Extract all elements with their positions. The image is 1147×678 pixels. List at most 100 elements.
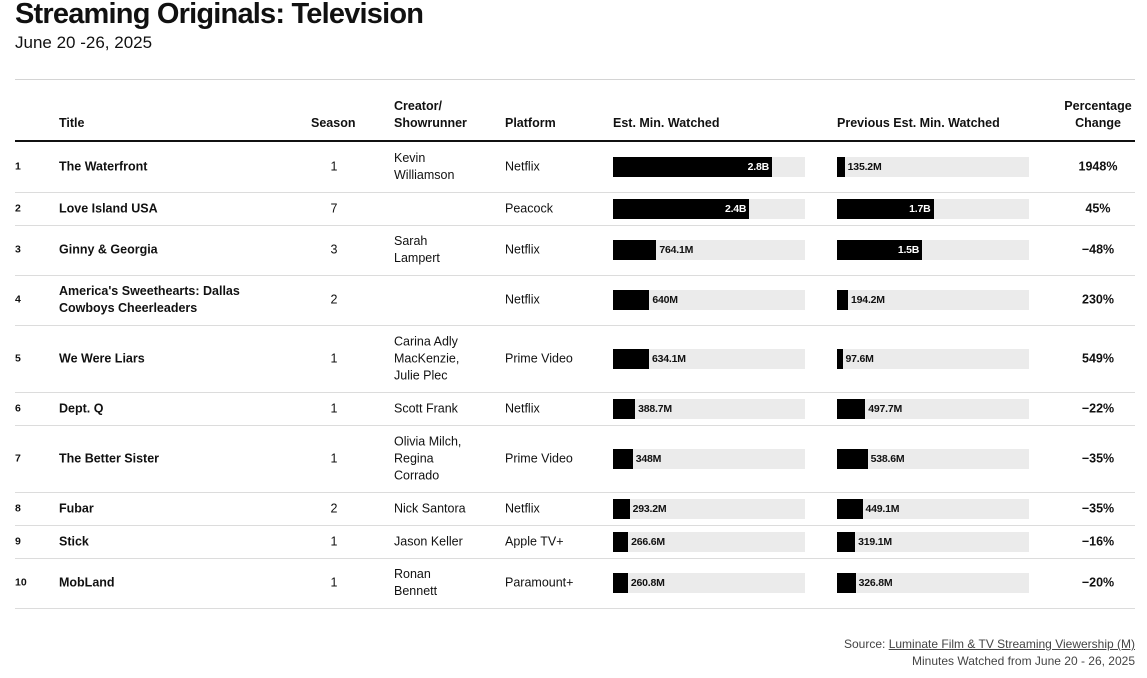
show-title-line: Cowboys Cheerleaders xyxy=(59,301,198,315)
est-minutes-bar-track: 260.8M xyxy=(613,573,805,593)
percentage-change: 549% xyxy=(1082,351,1114,365)
est-minutes-bar-track: 388.7M xyxy=(613,398,805,419)
creator-name-line: MacKenzie, xyxy=(394,351,460,365)
show-title: Ginny & Georgia xyxy=(59,242,289,259)
creator-name-line: Regina xyxy=(394,451,434,465)
percentage-change: −35% xyxy=(1081,501,1115,515)
est-minutes-bar-label: 348M xyxy=(635,452,662,465)
est-minutes-bar-label: 2.8B xyxy=(747,161,770,173)
show-title-line: America's Sweethearts: Dallas xyxy=(59,284,240,298)
est-minutes-bar-label: 266.6M xyxy=(631,535,665,548)
previous-minutes-bar xyxy=(837,157,845,177)
est-minutes-bar xyxy=(613,198,750,219)
platform-name: Peacock xyxy=(505,201,553,215)
creator-name-line: Sarah xyxy=(394,234,428,248)
minutes-watched-note: Minutes Watched from June 20 - 26, 2025 xyxy=(911,654,1135,668)
show-title-line: MobLand xyxy=(59,575,115,590)
previous-minutes-bar-track: 449.1M xyxy=(837,498,1029,519)
previous-minutes-bar-track: 326.8M xyxy=(837,573,1029,593)
est-minutes-bar xyxy=(613,240,657,260)
platform-name: Netflix xyxy=(505,159,540,174)
est-minutes-bar xyxy=(613,531,629,552)
est-minutes-bar-label: 293.2M xyxy=(632,502,667,515)
creator-name: Ronan Bennett xyxy=(394,566,499,600)
column-header-creator: Creator/ Showrunner xyxy=(394,98,467,132)
creator-name: Scott Frank xyxy=(394,400,499,417)
column-header-title: Title xyxy=(59,116,85,130)
previous-minutes-bar-label: 1.7B xyxy=(909,202,931,215)
source-link[interactable]: Luminate Film & TV Streaming Viewership … xyxy=(888,637,1135,651)
show-title-line: Fubar xyxy=(59,501,94,515)
creator-name-line: Olivia Milch, xyxy=(394,434,462,448)
creator-name-line: Nick Santora xyxy=(394,501,466,515)
rank-number: 4 xyxy=(15,293,21,306)
show-title-line: Stick xyxy=(59,534,89,548)
show-title: America's Sweethearts: Dallas Cowboys Che… xyxy=(59,283,289,317)
est-minutes-bar-track: 2.4B xyxy=(613,198,805,219)
previous-minutes-bar xyxy=(837,240,923,260)
previous-minutes-bar-label: 326.8M xyxy=(858,577,893,589)
rank-number: 8 xyxy=(15,502,21,514)
season-number: 2 xyxy=(330,501,338,515)
est-minutes-bar xyxy=(613,157,773,177)
creator-name: Nick Santora xyxy=(394,500,499,517)
creator-name-line: Bennett xyxy=(394,584,438,598)
previous-minutes-bar xyxy=(837,498,863,519)
est-minutes-bar xyxy=(613,573,628,593)
creator-name: Olivia Milch, Regina Corrado xyxy=(394,433,499,484)
column-header-creator-line: Showrunner xyxy=(394,116,467,130)
show-title: We Were Liars xyxy=(59,350,289,367)
source-prefix: Source: xyxy=(843,637,889,651)
show-title-line: The Waterfront xyxy=(59,159,148,174)
creator-name: Kevin Williamson xyxy=(394,150,499,184)
season-number: 2 xyxy=(330,292,338,307)
previous-minutes-bar-track: 1.5B xyxy=(837,240,1029,260)
previous-minutes-bar-label: 497.7M xyxy=(868,402,903,415)
est-minutes-bar-track: 293.2M xyxy=(613,498,805,519)
season-number: 1 xyxy=(330,534,338,548)
season-number: 3 xyxy=(330,242,338,257)
previous-minutes-bar xyxy=(837,448,868,469)
rank-number: 1 xyxy=(15,160,21,173)
column-header-previous-est-min-watched: Previous Est. Min. Watched xyxy=(837,116,1000,130)
platform-name: Netflix xyxy=(505,501,540,515)
creator-name-line: Kevin xyxy=(394,151,426,165)
percentage-change: −35% xyxy=(1081,451,1115,465)
previous-minutes-bar-track: 97.6M xyxy=(837,348,1029,369)
row-divider xyxy=(15,608,1135,609)
show-title: Love Island USA xyxy=(59,200,289,217)
row-divider xyxy=(15,525,1135,526)
est-minutes-bar-track: 2.8B xyxy=(613,157,805,177)
creator-name: Carina Adly MacKenzie, Julie Plec xyxy=(394,333,499,384)
show-title-line: The Better Sister xyxy=(59,451,160,465)
column-header-pct-line: Change xyxy=(1075,116,1121,130)
est-minutes-bar-track: 348M xyxy=(613,448,805,469)
season-number: 1 xyxy=(330,575,338,590)
top-divider xyxy=(15,79,1135,80)
row-divider xyxy=(15,392,1135,393)
previous-minutes-bar-label: 449.1M xyxy=(865,502,900,515)
est-minutes-bar xyxy=(613,448,633,469)
season-number: 1 xyxy=(330,451,338,465)
previous-minutes-bar-track: 497.7M xyxy=(837,398,1029,419)
previous-minutes-bar xyxy=(837,531,856,552)
show-title: Fubar xyxy=(59,500,289,517)
season-number: 7 xyxy=(330,201,338,215)
source-note: Source: Luminate Film & TV Streaming Vie… xyxy=(844,637,1135,651)
show-title: The Waterfront xyxy=(59,159,289,176)
previous-minutes-bar xyxy=(837,348,843,369)
est-minutes-bar-track: 640M xyxy=(613,290,805,310)
previous-minutes-bar xyxy=(837,290,849,310)
est-minutes-bar xyxy=(613,398,636,419)
previous-minutes-bar-track: 194.2M xyxy=(837,290,1029,310)
show-title: MobLand xyxy=(59,575,289,592)
creator-name: Sarah Lampert xyxy=(394,233,499,267)
show-title: Dept. Q xyxy=(59,400,289,417)
creator-name-line: Ronan xyxy=(394,567,431,581)
percentage-change: −22% xyxy=(1081,401,1115,415)
platform-name: Netflix xyxy=(505,292,540,307)
rank-number: 2 xyxy=(15,202,21,214)
est-minutes-bar-label: 2.4B xyxy=(724,202,747,215)
row-divider xyxy=(15,192,1135,193)
previous-minutes-bar-track: 135.2M xyxy=(837,157,1029,177)
